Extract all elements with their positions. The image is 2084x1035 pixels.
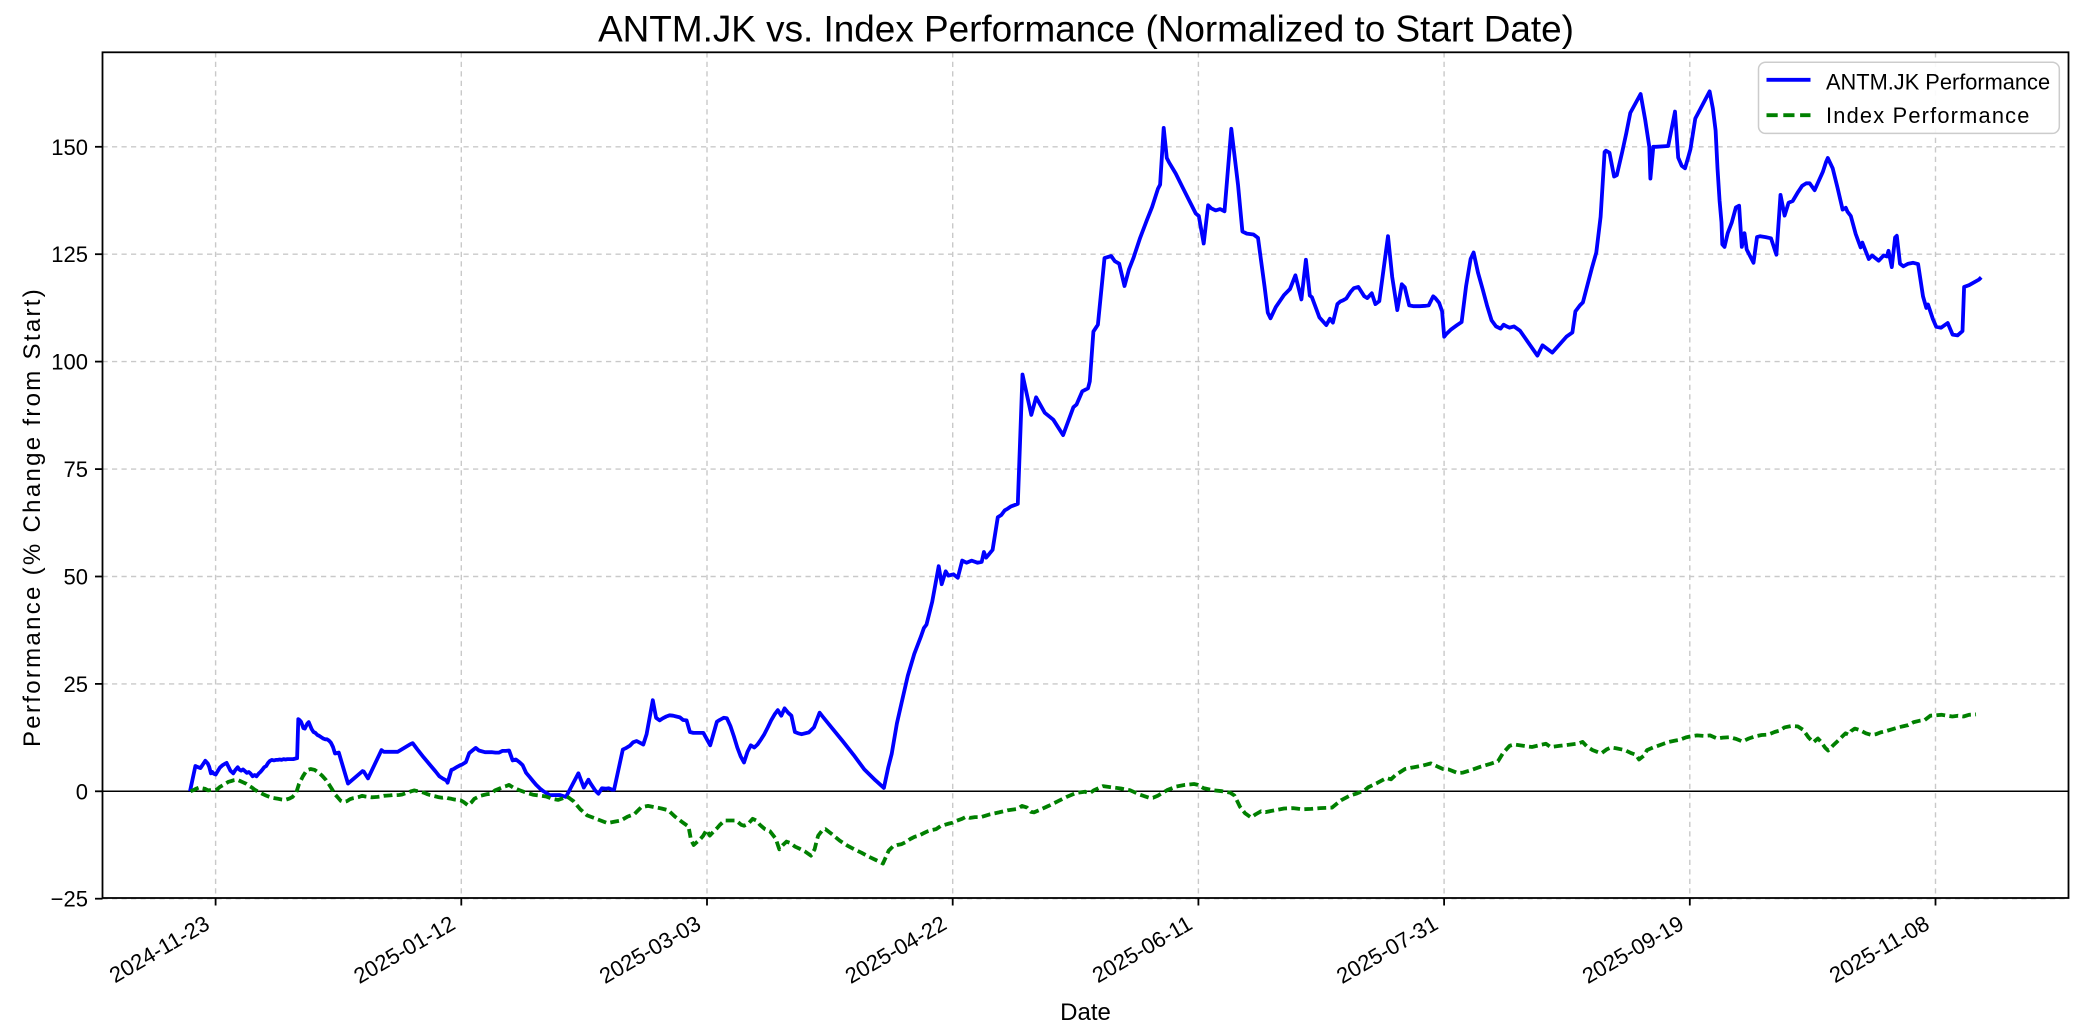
- svg-text:0: 0: [76, 779, 88, 804]
- svg-text:75: 75: [64, 457, 88, 482]
- svg-text:−25: −25: [51, 887, 88, 912]
- svg-text:150: 150: [51, 135, 88, 160]
- svg-text:100: 100: [51, 350, 88, 375]
- svg-text:Date: Date: [1060, 999, 1111, 1026]
- svg-text:25: 25: [64, 672, 88, 697]
- svg-text:ANTM.JK vs. Index Performance: ANTM.JK vs. Index Performance (Normalize…: [598, 9, 1574, 50]
- svg-text:ANTM.JK Performance: ANTM.JK Performance: [1826, 70, 2050, 95]
- svg-text:Index Performance: Index Performance: [1826, 103, 2031, 128]
- svg-text:125: 125: [51, 242, 88, 267]
- svg-text:50: 50: [64, 565, 88, 590]
- svg-text:Performance (% Change from Sta: Performance (% Change from Start): [19, 287, 46, 747]
